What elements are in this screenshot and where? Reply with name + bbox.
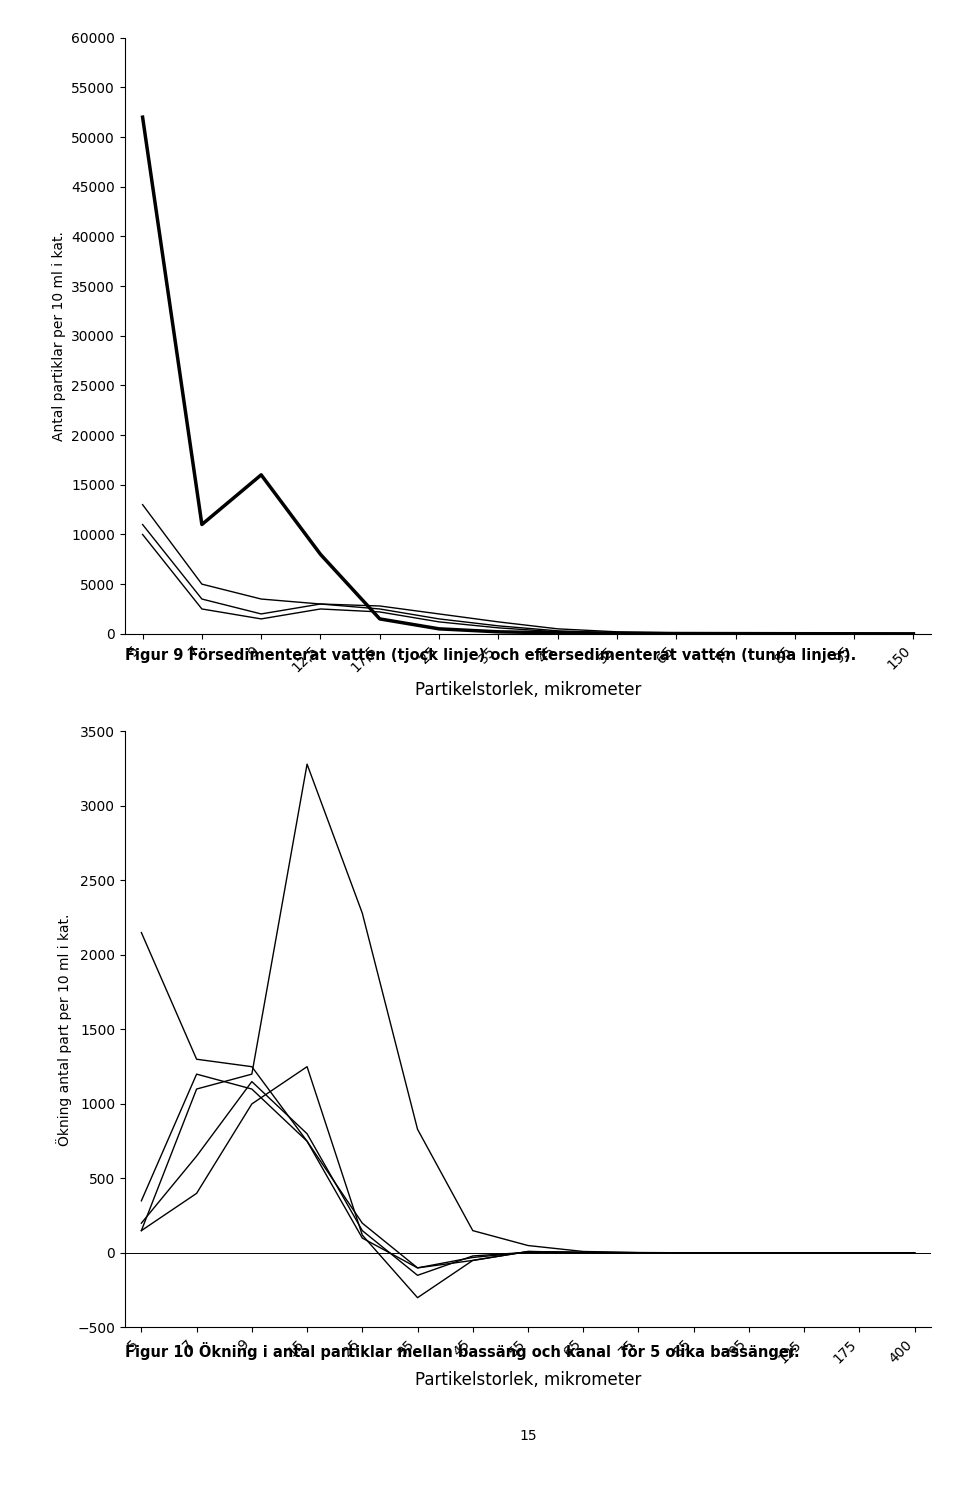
Text: Figur 9 Försedimenterat vatten (tjock linje) och eftersedimenterat vatten (tunna: Figur 9 Försedimenterat vatten (tjock li…: [125, 648, 856, 663]
Text: Figur 10 Ökning i antal partiklar mellan bassäng och kanal  för 5 olika bassänge: Figur 10 Ökning i antal partiklar mellan…: [125, 1343, 800, 1361]
Text: 15: 15: [519, 1429, 537, 1442]
X-axis label: Partikelstorlek, mikrometer: Partikelstorlek, mikrometer: [415, 681, 641, 699]
Y-axis label: Ökning antal part per 10 ml i kat.: Ökning antal part per 10 ml i kat.: [56, 913, 72, 1145]
X-axis label: Partikelstorlek, mikrometer: Partikelstorlek, mikrometer: [415, 1371, 641, 1389]
Y-axis label: Antal partiklar per 10 ml i kat.: Antal partiklar per 10 ml i kat.: [52, 231, 65, 440]
